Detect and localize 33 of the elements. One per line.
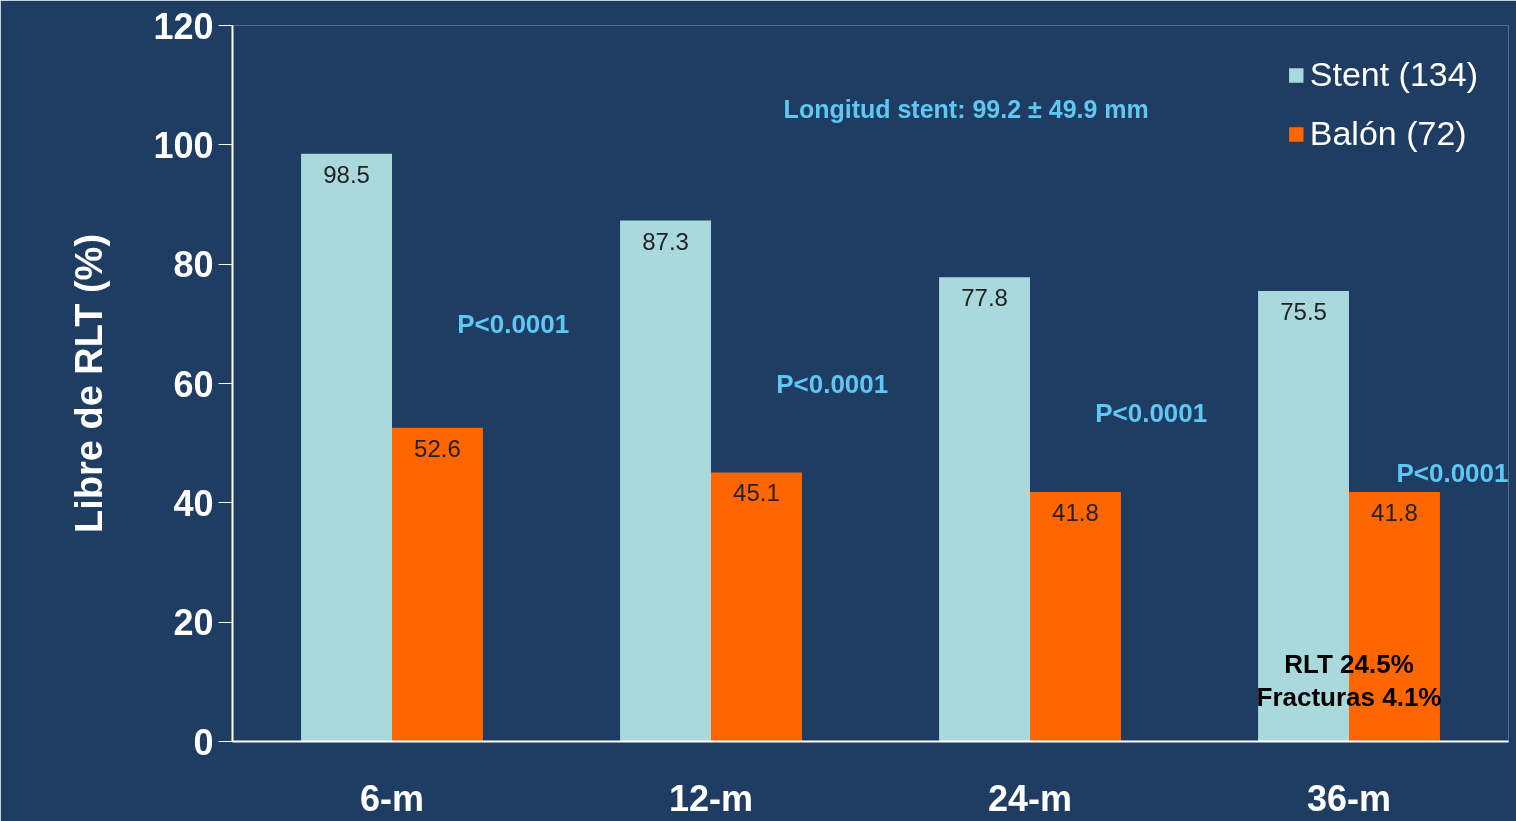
annotation: P<0.0001 <box>1396 458 1509 488</box>
data-label: 87.3 <box>642 227 689 255</box>
data-label: 77.8 <box>961 284 1008 312</box>
y-tick-label: 120 <box>153 5 214 47</box>
data-label: 45.1 <box>733 479 780 507</box>
data-label: 41.8 <box>1371 499 1418 527</box>
data-label: 41.8 <box>1052 499 1099 527</box>
annotation: Longitud stent: 99.2 ± 49.9 mm <box>783 95 1149 124</box>
bar <box>939 277 1030 742</box>
y-tick-label: 60 <box>173 363 214 405</box>
data-label: 52.6 <box>414 434 461 462</box>
x-tick-label: 24-m <box>987 777 1073 819</box>
bar <box>711 472 802 742</box>
y-axis-title: Libre de RLT (%) <box>68 233 111 534</box>
annotation: P<0.0001 <box>1095 398 1208 429</box>
legend-label: Stent (134) <box>1309 55 1478 94</box>
annotation: P<0.0001 <box>776 368 889 399</box>
x-tick-label: 12-m <box>668 777 754 819</box>
annotation: P<0.0001 <box>457 308 570 339</box>
x-tick-label: 36-m <box>1306 777 1392 819</box>
data-label: 75.5 <box>1280 297 1327 325</box>
x-tick-label: 6-m <box>359 777 425 819</box>
y-tick-label: 20 <box>173 602 214 644</box>
bar <box>1030 492 1121 742</box>
bar <box>620 220 711 742</box>
legend-label: Balón (72) <box>1309 114 1467 153</box>
data-label: 98.5 <box>323 160 370 188</box>
bar <box>301 153 392 742</box>
y-tick-label: 0 <box>193 721 214 763</box>
y-tick-label: 80 <box>173 244 214 286</box>
bar <box>392 427 483 742</box>
y-tick-label: 40 <box>173 482 214 524</box>
y-tick-label: 100 <box>153 124 214 166</box>
